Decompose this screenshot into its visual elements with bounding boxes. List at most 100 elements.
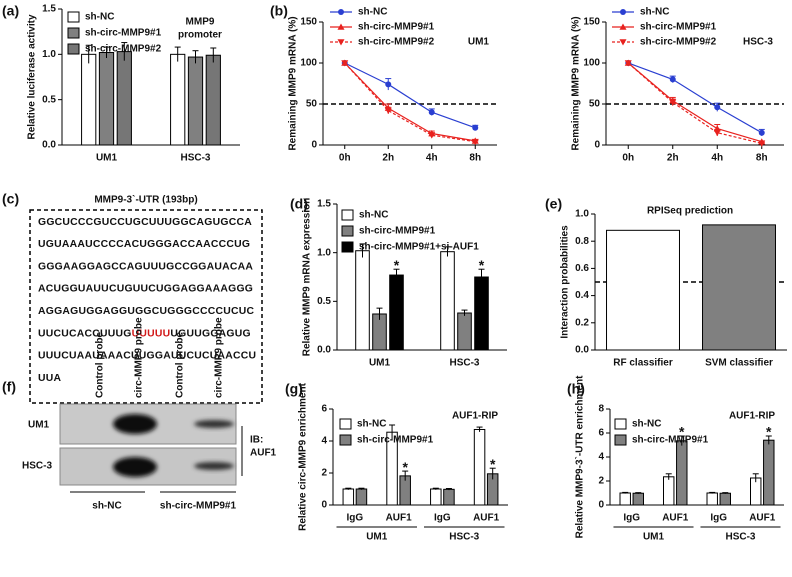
lane-label: circ-MMP9 probe xyxy=(134,317,145,398)
annotation: HSC-3 xyxy=(743,37,773,48)
lane-label: Control probe xyxy=(175,331,186,398)
significance: * xyxy=(394,257,400,273)
panel-label: (a) xyxy=(2,3,19,19)
bar xyxy=(205,54,221,146)
bar xyxy=(98,52,115,146)
y-tick-label: 8 xyxy=(598,404,604,415)
y-tick-label: 1.0 xyxy=(317,247,331,258)
bar xyxy=(355,250,370,351)
legend-swatch xyxy=(341,209,354,221)
y-tick-label: 50 xyxy=(589,99,601,110)
marker xyxy=(624,60,632,67)
significance: * xyxy=(402,459,408,475)
bar xyxy=(342,488,355,506)
marker xyxy=(714,104,721,111)
y-axis-label: Relative MMP9-3`-UTR enrichment xyxy=(575,375,586,538)
y-axis-label: Remaining MMP9 mRNA (%) xyxy=(571,16,582,150)
bar xyxy=(440,251,455,351)
legend-swatch xyxy=(339,434,352,446)
x-tick-label: 4h xyxy=(426,153,438,164)
antibody-label: IB: xyxy=(250,435,263,446)
x-tick-label: RF classifier xyxy=(613,358,673,369)
sequence-line: AGGAGUGGAGGUGGCUGGGCCCCUCUC xyxy=(38,306,255,317)
band xyxy=(194,420,234,428)
x-tick-label: HSC-3 xyxy=(449,358,479,369)
marker xyxy=(341,60,349,67)
sequence-box xyxy=(29,209,263,404)
group-label: HSC-3 xyxy=(725,532,755,543)
legend-label: sh-circ-MMP9#1 xyxy=(358,22,435,33)
legend-swatch xyxy=(67,27,80,39)
chart-title: AUF1-RIP xyxy=(729,411,775,422)
x-tick-label: UM1 xyxy=(96,153,118,164)
y-tick-label: 1.0 xyxy=(575,209,589,220)
legend-label: sh-circ-MMP9#1 xyxy=(357,435,434,446)
x-tick-label: AUF1 xyxy=(386,513,413,524)
sequence-part: UUCUCACCUUUG xyxy=(38,328,132,339)
sequence-part: UGUUGGAGUG xyxy=(170,328,250,339)
y-tick-label: 1.5 xyxy=(317,199,331,210)
group-label: HSC-3 xyxy=(449,532,479,543)
group-label: sh-circ-MMP9#1 xyxy=(160,501,237,512)
y-tick-label: 2 xyxy=(598,476,604,487)
marker xyxy=(337,23,345,30)
y-tick-label: 0.5 xyxy=(317,296,331,307)
bar xyxy=(676,440,688,506)
legend-label: sh-circ-MMP9#1 xyxy=(359,226,436,237)
legend-label: sh-NC xyxy=(357,419,386,430)
marker xyxy=(758,140,766,147)
bar xyxy=(606,229,680,351)
sequence-part: UUUUU xyxy=(132,328,171,339)
row-label: UM1 xyxy=(28,420,50,431)
marker xyxy=(669,76,676,83)
x-tick-label: UM1 xyxy=(369,358,391,369)
bar xyxy=(81,53,97,146)
x-tick-label: HSC-3 xyxy=(180,153,210,164)
sequence-line: ACUGGUAUUCUGUUCUGGAGGAAAGGG xyxy=(38,284,253,295)
y-tick-label: 4 xyxy=(598,452,604,463)
bar xyxy=(663,476,675,506)
legend-label: sh-NC xyxy=(359,210,388,221)
bar xyxy=(170,53,186,146)
chart-title: RPISeq prediction xyxy=(647,206,733,217)
group-label: UM1 xyxy=(366,532,388,543)
legend-label: sh-circ-MMP9#1 xyxy=(85,28,162,39)
x-tick-label: 0h xyxy=(339,153,351,164)
sequence-line: UUA xyxy=(38,373,62,384)
y-tick-label: 150 xyxy=(583,17,600,28)
y-tick-label: 100 xyxy=(583,58,600,69)
marker xyxy=(428,109,435,116)
y-tick-label: 0 xyxy=(311,140,317,151)
marker xyxy=(619,23,627,30)
lane-label: Control probe xyxy=(95,331,106,398)
panel-label: (h) xyxy=(567,381,585,397)
marker xyxy=(619,39,627,46)
y-axis-label: Interaction probabilities xyxy=(560,225,571,339)
sequence: GGCUCCCGUCCUGCUUUGGCAGUGCCA UGUAAAUCCCCAC… xyxy=(38,217,256,384)
marker xyxy=(472,124,479,131)
x-tick-label: 0h xyxy=(622,153,634,164)
y-tick-label: 0.6 xyxy=(575,263,589,274)
group-label: UM1 xyxy=(643,532,665,543)
y-tick-label: 1.0 xyxy=(42,49,56,60)
x-tick-label: SVM classifier xyxy=(705,358,773,369)
bar xyxy=(632,492,644,506)
marker xyxy=(471,138,479,146)
bar xyxy=(474,276,489,351)
y-tick-label: 0.0 xyxy=(42,140,56,151)
y-tick-label: 100 xyxy=(300,58,317,69)
marker xyxy=(338,9,344,15)
legend-swatch xyxy=(614,418,627,430)
band xyxy=(194,462,234,470)
y-tick-label: 150 xyxy=(300,17,317,28)
y-axis-label: Relative circ-MMP9 enrichment xyxy=(298,382,309,530)
band xyxy=(113,414,157,434)
x-tick-label: 2h xyxy=(382,153,394,164)
chart-title: AUF1-RIP xyxy=(452,411,498,422)
bar xyxy=(473,428,486,506)
legend-label: sh-circ-MMP9#1 xyxy=(640,22,717,33)
panel-label: (g) xyxy=(285,381,303,397)
bar xyxy=(763,439,775,506)
legend-swatch xyxy=(614,434,627,446)
marker xyxy=(337,39,345,46)
